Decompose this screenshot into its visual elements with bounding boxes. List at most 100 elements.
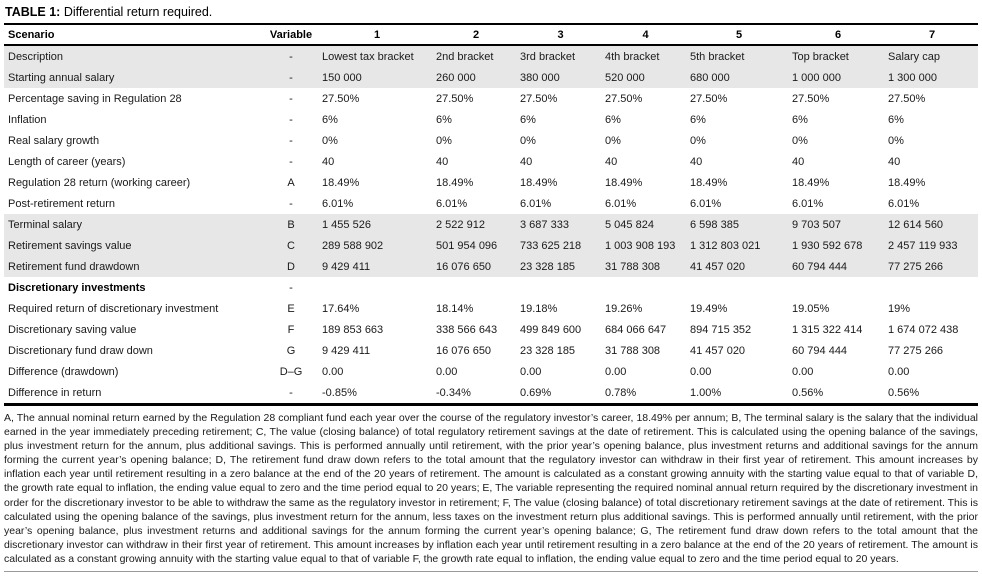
- value-cell: 6.01%: [436, 197, 468, 210]
- table-row: Discretionary fund draw down G 9 429 411 16…: [4, 340, 978, 361]
- value-cell: 6.01%: [520, 197, 552, 210]
- value-cell: 6%: [436, 113, 452, 126]
- value-cell: [790, 277, 886, 298]
- value-cell: 18.49%: [605, 176, 643, 189]
- value-cell: 77 275 266: [886, 256, 978, 277]
- table-row: Discretionary investments -: [4, 277, 978, 298]
- value-cell: 19.49%: [690, 302, 728, 315]
- value-cell: [603, 277, 688, 298]
- value-cell: 40: [690, 155, 703, 168]
- value-cell: 18.49%: [436, 176, 474, 189]
- column-header-7: 7: [886, 24, 978, 46]
- value-cell: 1 300 000: [886, 67, 978, 88]
- scenario-cell: Difference in return: [4, 382, 262, 406]
- value-cell: 31 788 308: [605, 344, 661, 357]
- column-header-3: 3: [518, 24, 603, 46]
- value-cell: 23 328 185: [520, 344, 576, 357]
- value-cell: 1 455 526: [320, 214, 434, 235]
- value-cell: 27.50%: [792, 92, 830, 105]
- value-cell: 289 588 902: [320, 235, 434, 256]
- value-cell: 18.49%: [792, 176, 830, 189]
- value-cell: 0.00: [322, 365, 344, 378]
- value-cell: 499 849 600: [520, 323, 582, 336]
- variable-cell: -: [289, 134, 293, 147]
- value-cell: 0.00: [792, 365, 814, 378]
- value-cell: 680 000: [688, 67, 790, 88]
- scenario-cell: Length of career (years): [8, 155, 126, 168]
- value-cell: 1 000 000: [790, 67, 886, 88]
- value-cell: 2 522 912: [434, 214, 518, 235]
- value-cell: 684 066 647: [605, 323, 667, 336]
- value-cell: 0.00: [690, 365, 712, 378]
- scenario-cell: Retirement fund drawdown: [4, 256, 262, 277]
- value-cell: 6%: [605, 113, 621, 126]
- value-cell: 19%: [888, 302, 911, 315]
- value-cell: 6%: [520, 113, 536, 126]
- value-cell: 40: [792, 155, 805, 168]
- scenario-cell: Real salary growth: [8, 134, 100, 147]
- value-cell: 1 003 908 193: [603, 235, 688, 256]
- value-cell: 18.49%: [888, 176, 926, 189]
- value-cell: 0.00: [436, 365, 458, 378]
- value-cell: 501 954 096: [434, 235, 518, 256]
- value-cell: 0.69%: [518, 382, 603, 406]
- value-cell: 41 457 020: [690, 344, 746, 357]
- scenario-cell: Difference (drawdown): [8, 365, 119, 378]
- value-cell: 380 000: [518, 67, 603, 88]
- value-cell: 27.50%: [520, 92, 558, 105]
- value-cell: 9 703 507: [790, 214, 886, 235]
- table-row: Description - Lowest tax bracket 2nd bracke…: [4, 45, 978, 67]
- table-row: Retirement savings value C 289 588 902 501 …: [4, 235, 978, 256]
- value-cell: 6%: [322, 113, 338, 126]
- scenario-cell: Discretionary investments: [8, 281, 146, 294]
- value-cell: 18.49%: [322, 176, 360, 189]
- scenario-cell: Regulation 28 return (working career): [8, 176, 191, 189]
- scenario-cell: Discretionary saving value: [8, 323, 137, 336]
- table-row: Retirement fund drawdown D 9 429 411 16 076…: [4, 256, 978, 277]
- value-cell: 189 853 663: [322, 323, 384, 336]
- value-cell: 19.18%: [520, 302, 558, 315]
- value-cell: 0%: [436, 134, 452, 147]
- table-row: Difference in return - -0.85% -0.34% 0.69% 0.…: [4, 382, 978, 406]
- table-row: Required return of discretionary investm…: [4, 298, 978, 319]
- value-cell: 0%: [322, 134, 338, 147]
- value-cell: 2nd bracket: [434, 45, 518, 67]
- value-cell: Lowest tax bracket: [320, 45, 434, 67]
- variable-cell: -: [289, 92, 293, 105]
- value-cell: 4th bracket: [603, 45, 688, 67]
- value-cell: 6 598 385: [688, 214, 790, 235]
- variable-cell: -: [262, 45, 320, 67]
- variable-cell: -: [289, 281, 293, 294]
- value-cell: Top bracket: [790, 45, 886, 67]
- value-cell: 733 625 218: [518, 235, 603, 256]
- value-cell: 1 315 322 414: [792, 323, 863, 336]
- table-row: Discretionary saving value F 189 853 663 33…: [4, 319, 978, 340]
- value-cell: 5 045 824: [603, 214, 688, 235]
- variable-cell: D–G: [279, 365, 303, 378]
- scenario-cell: Retirement savings value: [4, 235, 262, 256]
- data-table: Scenario Variable 1 2 3 4 5 6 7 Descript…: [4, 23, 978, 406]
- value-cell: 9 429 411: [322, 344, 371, 357]
- value-cell: 0.00: [888, 365, 910, 378]
- value-cell: [434, 277, 518, 298]
- variable-cell: -: [289, 155, 293, 168]
- value-cell: 520 000: [603, 67, 688, 88]
- table-row: Inflation - 6% 6% 6% 6% 6% 6% 6%: [4, 109, 978, 130]
- value-cell: 0.00: [520, 365, 542, 378]
- value-cell: 1 674 072 438: [888, 323, 959, 336]
- value-cell: 6.01%: [888, 197, 920, 210]
- column-header-variable: Variable: [262, 24, 320, 46]
- value-cell: 0%: [792, 134, 808, 147]
- value-cell: 6%: [888, 113, 904, 126]
- value-cell: 1 930 592 678: [790, 235, 886, 256]
- variable-cell: B: [262, 214, 320, 235]
- value-cell: -0.34%: [434, 382, 518, 406]
- value-cell: 27.50%: [690, 92, 728, 105]
- scenario-cell: Percentage saving in Regulation 28: [8, 92, 182, 105]
- value-cell: 6%: [690, 113, 706, 126]
- variable-cell: F: [287, 323, 295, 336]
- value-cell: -0.85%: [320, 382, 434, 406]
- table-number-label: TABLE 1:: [5, 5, 61, 19]
- value-cell: 6.01%: [792, 197, 824, 210]
